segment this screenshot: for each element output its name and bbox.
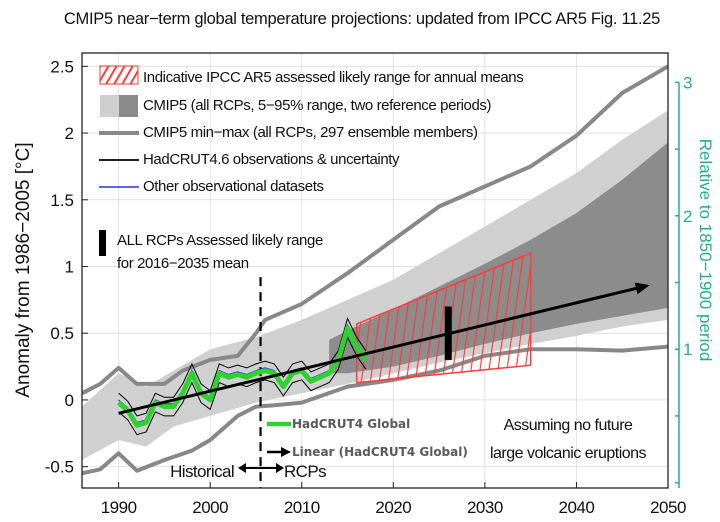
x-tick-label: 2030 bbox=[467, 498, 503, 517]
y-axis-label: Anomaly from 1986−2005 [°C] bbox=[13, 142, 34, 397]
y-tick-label: 1.5 bbox=[50, 191, 74, 210]
x-tick-label: 2020 bbox=[375, 498, 411, 517]
x-tick-label: 2000 bbox=[192, 498, 228, 517]
y-tick-label: 0 bbox=[65, 391, 74, 410]
annotation-rcps: RCPs bbox=[284, 462, 326, 481]
hadcrut-upper-uncertainty bbox=[118, 317, 367, 417]
legend-label-other-obs: Other observational datasets bbox=[143, 178, 324, 195]
annotation-mean-period: for 2016−2035 mean bbox=[117, 255, 249, 272]
legend-label-hadcrut: HadCRUT4.6 observations & uncertainty bbox=[143, 151, 400, 168]
assessed-likely-range bbox=[355, 252, 532, 384]
annotation-linear: Linear (HadCRUT4 Global) bbox=[292, 445, 468, 459]
legend-dark-swatch bbox=[119, 95, 138, 117]
cmip5-light-band bbox=[82, 110, 668, 461]
x-tick-label: 1990 bbox=[101, 498, 137, 517]
legend-hatch-swatch bbox=[99, 65, 139, 85]
legend-label-cmip5-range: CMIP5 (all RCPs, 5−95% range, two refere… bbox=[143, 97, 492, 114]
x-tick-label: 2050 bbox=[650, 498, 686, 517]
legend-label-minmax: CMIP5 min−max (all RCPs, 297 ensemble me… bbox=[143, 124, 478, 141]
legend: Indicative IPCC AR5 assessed likely rang… bbox=[99, 65, 524, 195]
legend-label-assessed: Indicative IPCC AR5 assessed likely rang… bbox=[143, 69, 523, 86]
plot-frame bbox=[81, 52, 669, 489]
x-tick-label: 2010 bbox=[284, 498, 320, 517]
y-tick-label: 1 bbox=[65, 257, 74, 276]
plot-area bbox=[82, 64, 668, 488]
right-axis-tick-label: 2 bbox=[683, 207, 692, 226]
right-axis-tick-label: 1 bbox=[683, 340, 692, 359]
legend-light-swatch bbox=[100, 95, 119, 117]
axes: 1990 2000 2010 2020 2030 2040 2050 -0.5 0 0.5 1 1.5… bbox=[45, 57, 693, 517]
annotation-all-rcps: ALL RCPs Assessed likely range bbox=[117, 232, 323, 249]
double-arrow-icon bbox=[238, 463, 284, 473]
linear-trend-line bbox=[118, 286, 641, 415]
right-axis-tick-label: 3 bbox=[683, 73, 692, 92]
y-tick-label: 2 bbox=[65, 124, 74, 143]
right-axis-label: Relative to 1850−1900 period bbox=[696, 139, 715, 362]
y-tick-label: -0.5 bbox=[45, 458, 74, 477]
legend-mean-range-bar bbox=[99, 230, 106, 256]
linear-trend-arrowhead bbox=[634, 282, 650, 295]
hadcrut-lower-uncertainty bbox=[118, 335, 367, 436]
annotation-hadcrut-global: HadCRUT4 Global bbox=[292, 417, 410, 431]
annotation-volcanic-2: large volcanic eruptions bbox=[490, 445, 647, 462]
linear-legend-arrowhead bbox=[281, 447, 291, 457]
mean-likely-range-bar bbox=[444, 306, 452, 360]
annotation-historical: Historical bbox=[170, 462, 234, 481]
chart-title: CMIP5 near−term global temperature proje… bbox=[64, 10, 660, 28]
cmip5-max-line bbox=[82, 64, 668, 396]
y-tick-label: 0.5 bbox=[50, 324, 74, 343]
annotation-volcanic-1: Assuming no future bbox=[504, 417, 633, 434]
x-tick-label: 2040 bbox=[559, 498, 595, 517]
y-tick-label: 2.5 bbox=[50, 57, 74, 76]
